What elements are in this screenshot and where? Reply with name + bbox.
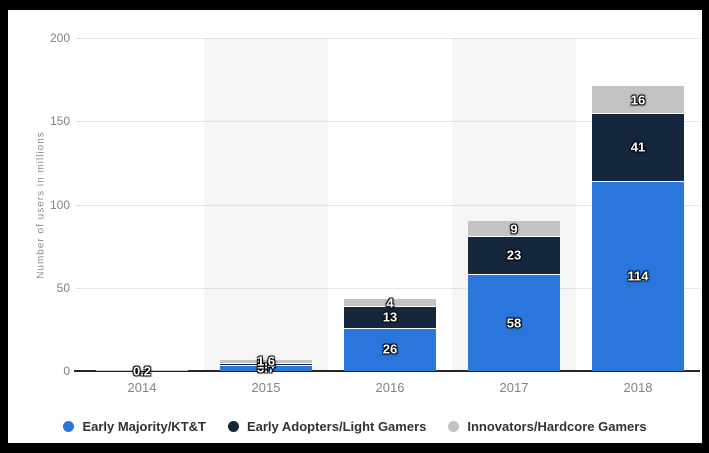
gridline <box>76 287 700 289</box>
bar-segment[interactable] <box>592 181 684 371</box>
gridline <box>76 38 700 39</box>
stacked-bar-chart: Number of users in millions 0 50 100 150 200… <box>8 10 702 443</box>
bar-value-label: 26 <box>382 341 398 357</box>
x-tick-label: 2017 <box>499 380 529 395</box>
legend-item[interactable]: Innovators/Hardcore Gamers <box>448 419 647 434</box>
bar-2014 <box>96 370 188 371</box>
bar-segment[interactable] <box>220 359 312 363</box>
bar-value-label: 114 <box>627 268 649 284</box>
legend-item[interactable]: Early Adopters/Light Gamers <box>227 419 427 434</box>
legend-marker-icon <box>448 421 460 432</box>
y-axis-title: Number of users in millions <box>35 131 47 279</box>
x-tick-label: 2016 <box>375 380 405 395</box>
bar-segment[interactable] <box>592 112 684 182</box>
legend-label: Innovators/Hardcore Gamers <box>467 419 647 434</box>
bar-value-label: 16 <box>630 92 646 108</box>
x-tick-label: 2015 <box>251 380 281 395</box>
legend-marker-icon <box>63 421 75 432</box>
y-tick-label: 150 <box>49 114 70 129</box>
x-axis-line <box>74 370 700 372</box>
bar-2016 <box>344 299 436 371</box>
bar-segment[interactable] <box>468 236 560 275</box>
legend: Early Majority/KT&T Early Adopters/Light … <box>8 419 702 434</box>
bar-value-label: 0.2 <box>132 363 152 379</box>
bar-segment[interactable] <box>220 362 312 365</box>
bar-value-label: 58 <box>506 315 522 331</box>
bar-segment[interactable] <box>344 327 436 371</box>
bar-value-label: 23 <box>506 247 522 263</box>
bar-value-label: 3.7 <box>256 360 276 376</box>
bar-segment[interactable] <box>344 306 436 328</box>
bar-segment[interactable] <box>592 86 684 113</box>
bar-value-label: 1.4 <box>256 356 276 372</box>
bar-2018 <box>592 86 684 371</box>
bar-segment[interactable] <box>468 274 560 371</box>
bar-segment[interactable] <box>468 221 560 237</box>
legend-item[interactable]: Early Majority/KT&T <box>63 419 206 434</box>
y-tick-label: 200 <box>49 31 70 45</box>
legend-label: Early Majority/KT&T <box>82 419 206 434</box>
bar-segment[interactable] <box>220 364 312 371</box>
y-tick-label: 0 <box>63 364 70 378</box>
legend-marker-icon <box>227 421 239 432</box>
bar-2017 <box>468 221 560 371</box>
y-tick-label: 100 <box>49 197 70 212</box>
bar-value-label: 13 <box>382 309 398 325</box>
bar-value-label: 4 <box>386 295 394 311</box>
bar-segment[interactable] <box>96 370 188 371</box>
bar-2015 <box>220 359 312 371</box>
y-tick-label: 50 <box>56 280 70 295</box>
x-tick-label: 2018 <box>623 380 653 395</box>
gridline <box>76 204 700 206</box>
bar-value-label: 9 <box>510 221 518 237</box>
x-tick-label: 2014 <box>127 380 157 395</box>
bar-segment[interactable] <box>344 299 436 307</box>
bar-value-label: 1.6 <box>256 353 276 369</box>
legend-label: Early Adopters/Light Gamers <box>246 419 427 434</box>
bar-value-label: 41 <box>630 139 646 155</box>
gridline <box>76 121 700 123</box>
